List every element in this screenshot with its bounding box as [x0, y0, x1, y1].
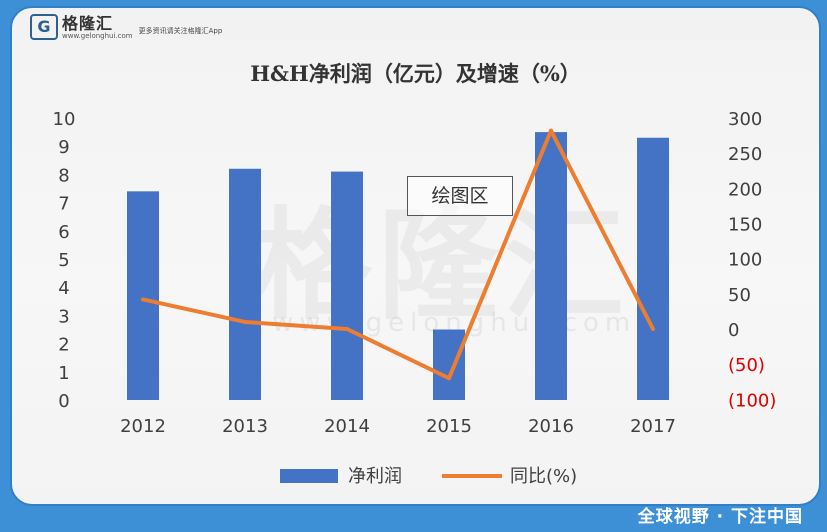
y-right-tick-label: 0	[728, 320, 739, 341]
y-left-tick-label: 5	[58, 250, 69, 271]
bar-2013	[229, 168, 261, 400]
y-right-tick-label: (50)	[728, 355, 765, 376]
x-tick-label: 2017	[630, 416, 676, 437]
bar-2014	[331, 171, 363, 400]
growth-point-2012	[141, 297, 145, 302]
logo-mark: G	[30, 14, 58, 40]
y-left-tick-label: 0	[58, 391, 69, 412]
legend-swatch-bar	[280, 469, 338, 483]
y-left-tick-label: 6	[58, 222, 69, 243]
bar-2015	[433, 329, 465, 400]
chart-title: H&H净利润（亿元）及增速（%）	[250, 61, 581, 86]
y-right-tick-label: 50	[728, 285, 751, 306]
bar-2017	[637, 137, 669, 401]
logo-tagline: 更多资讯请关注格隆汇App	[138, 27, 223, 35]
y-right-tick-label: 300	[728, 109, 762, 130]
growth-point-2017	[651, 327, 655, 331]
x-tick-label: 2012	[120, 416, 166, 437]
y-left-tick-label: 10	[53, 109, 76, 130]
logo: G 格隆汇 www.gelonghui.com 更多资讯请关注格隆汇App	[30, 14, 222, 40]
y-left-tick-label: 9	[58, 137, 69, 158]
x-tick-label: 2016	[528, 416, 574, 437]
bar-2012	[127, 191, 159, 400]
y-right-tick-label: 200	[728, 179, 762, 200]
x-tick-label: 2014	[324, 416, 370, 437]
growth-point-2015	[447, 376, 451, 381]
logo-name: 格隆汇	[62, 13, 114, 33]
y-left-tick-label: 3	[58, 306, 69, 327]
bar-2016	[535, 132, 567, 400]
legend-label-bar: 净利润	[348, 466, 402, 487]
chart-frame: G 格隆汇 www.gelonghui.com 更多资讯请关注格隆汇App H&…	[10, 6, 821, 506]
growth-point-2016	[549, 128, 553, 133]
x-tick-label: 2013	[222, 416, 268, 437]
growth-point-2014	[345, 327, 349, 331]
y-left-tick-label: 7	[58, 194, 69, 215]
x-tick-label: 2015	[426, 416, 472, 437]
y-left-tick-label: 2	[58, 335, 69, 356]
y-left-tick-label: 4	[58, 278, 69, 299]
y-right-tick-label: (100)	[728, 390, 776, 411]
growth-point-2013	[243, 319, 247, 324]
y-left-tick-label: 1	[58, 363, 69, 384]
plot-area-label: 绘图区	[407, 176, 513, 216]
footer-slogan: 全球视野 · 下注中国	[637, 507, 803, 527]
y-right-tick-label: 100	[728, 250, 762, 271]
growth-line	[142, 128, 655, 381]
y-left-tick-label: 8	[58, 165, 69, 186]
y-right-tick-label: 250	[728, 144, 762, 165]
y-right-tick-label: 150	[728, 215, 762, 236]
logo-url: www.gelonghui.com	[62, 31, 133, 40]
chart-svg: 0 1 2 3 4 5 6 7 8 9 10 (100) (50) 0 50 100 150 200 250 300 2…	[53, 109, 777, 487]
legend-label-line: 同比(%)	[510, 466, 577, 487]
